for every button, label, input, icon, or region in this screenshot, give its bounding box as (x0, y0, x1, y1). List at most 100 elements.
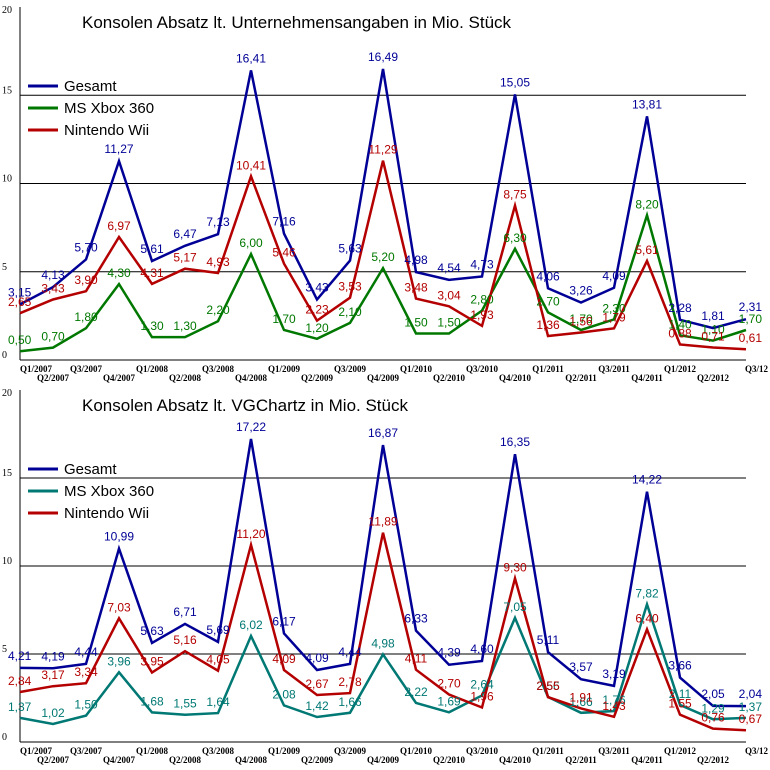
chart2-xtick-label: Q3/2010 (466, 746, 499, 756)
chart1-data-label: 1,79 (602, 310, 626, 324)
chart1-data-label: 3,43 (41, 281, 65, 295)
chart2-xtick-label: Q2/2011 (565, 755, 597, 765)
chart1-data-label: 3,15 (8, 285, 32, 299)
chart2-data-label: 2,56 (536, 679, 560, 693)
chart2-data-label: 7,05 (503, 600, 527, 614)
chart1-data-label: 1,30 (140, 319, 164, 333)
chart2-data-label: 1,02 (41, 706, 65, 720)
chart1-data-label: 1,70 (272, 312, 296, 326)
chart2-title: Konsolen Absatz lt. VGChartz in Mio. Stü… (82, 396, 408, 415)
chart1-data-label: 1,30 (173, 319, 197, 333)
chart1-data-label: 2,65 (8, 295, 32, 309)
chart2-data-label: 5,69 (206, 623, 230, 637)
chart2-data-label: 4,19 (41, 649, 65, 663)
chart1-ytick-label: 5 (2, 262, 7, 273)
chart1-data-label: 6,00 (239, 236, 263, 250)
chart1-data-label: 1,36 (536, 318, 560, 332)
chart1-data-label: 6,97 (107, 219, 131, 233)
chart1-data-label: 0,61 (739, 331, 763, 345)
chart1-data-label: 0,71 (701, 329, 725, 343)
chart1-xtick-label: Q3/2008 (202, 364, 235, 374)
chart2-data-label: 2,11 (669, 687, 692, 701)
chart1-xtick-label: Q2/2008 (169, 373, 202, 383)
chart2-data-label: 16,35 (500, 435, 530, 449)
chart2-xtick-label: Q2/2007 (37, 755, 70, 765)
chart2-data-label: 5,16 (173, 633, 197, 647)
chart1-data-label: 11,29 (368, 143, 397, 157)
chart1-data-label: 2,80 (470, 293, 494, 307)
chart2-data-label: 4,05 (206, 653, 230, 667)
chart1-data-label: 3,26 (569, 283, 593, 297)
chart1-data-label: 0,50 (8, 333, 32, 347)
chart2-data-label: 10,99 (104, 530, 134, 544)
chart2-data-label: 3,96 (107, 654, 131, 668)
chart2-data-label: 1,91 (569, 690, 593, 704)
chart1-data-label: 3,43 (305, 280, 329, 294)
chart2-data-label: 2,08 (272, 687, 296, 701)
chart1-data-label: 13,81 (632, 97, 662, 111)
chart2-data-label: 1,69 (437, 694, 461, 708)
chart1-data-label: 3,90 (74, 273, 98, 287)
chart1-xtick-label: Q4/2009 (367, 373, 400, 383)
chart1-xtick-label: Q1/2009 (268, 364, 301, 374)
chart2-data-label: 4,98 (371, 636, 395, 650)
chart1-data-label: 1,50 (404, 316, 428, 330)
chart1-xtick-label: Q2/2012 (697, 373, 730, 383)
chart2-data-label: 11,20 (236, 527, 265, 541)
chart1-legend-entry: MS Xbox 360 (64, 100, 154, 117)
chart1-data-label: 2,30 (602, 301, 626, 315)
chart1-data-label: 5,46 (272, 246, 296, 260)
chart2-data-label: 1,50 (74, 698, 98, 712)
chart1-data-label: 3,48 (404, 281, 428, 295)
chart2-data-label: 3,57 (569, 660, 593, 674)
chart1-xtick-label: Q2/2007 (37, 373, 70, 383)
chart2-data-label: 2,05 (701, 687, 725, 701)
chart2-xtick-label: Q3/12 (745, 746, 769, 756)
chart2-xtick-label: Q3/2007 (70, 746, 103, 756)
chart1-ytick-label: 15 (2, 85, 12, 96)
chart2-data-label: 3,17 (41, 668, 65, 682)
chart2-legend-entry: Gesamt (64, 461, 117, 478)
chart2-data-label: 3,95 (140, 654, 164, 668)
chart1-data-label: 3,53 (338, 280, 362, 294)
chart2-series-line-1 (19, 438, 747, 708)
chart2-data-label: 7,03 (107, 600, 131, 614)
chart2-xtick-label: Q3/2009 (334, 746, 367, 756)
chart1-data-label: 2,23 (305, 303, 329, 317)
chart2-data-label: 6,40 (635, 611, 659, 625)
chart1-xtick-label: Q2/2010 (433, 373, 466, 383)
chart2-xtick-label: Q1/2011 (532, 746, 564, 756)
chart2-data-label: 9,30 (503, 560, 527, 574)
chart2-xtick-label: Q3/2011 (598, 746, 630, 756)
chart1-data-label: 0,70 (41, 330, 65, 344)
chart1-data-label: 5,61 (140, 242, 164, 256)
chart1-data-label: 3,04 (437, 288, 461, 302)
chart1-data-label: 7,13 (206, 215, 230, 229)
chart2-legend-entry: MS Xbox 360 (64, 483, 154, 500)
chart2-xtick-label: Q4/2011 (631, 755, 663, 765)
chart1-data-label: 1,80 (74, 310, 98, 324)
chart2-data-label: 7,82 (635, 586, 659, 600)
chart1-xtick-label: Q1/2007 (20, 364, 53, 374)
chart1-xtick-label: Q2/2009 (301, 373, 334, 383)
chart2-ytick-label: 15 (2, 468, 12, 479)
chart2-data-label: 4,44 (74, 645, 98, 659)
chart1-data-label: 4,31 (140, 266, 164, 280)
chart2-data-label: 4,09 (305, 651, 329, 665)
chart2-data-label: 2,04 (739, 687, 763, 701)
chart2-data-label: 2,55 (536, 679, 560, 693)
chart2-ytick-label: 0 (2, 732, 7, 743)
chart1-xtick-label: Q3/2009 (334, 364, 367, 374)
chart1-data-label: 6,47 (173, 227, 197, 241)
chart2-data-label: 6,71 (173, 605, 197, 619)
chart2-data-label: 3,19 (602, 667, 626, 681)
chart1-legend-entry: Gesamt (64, 78, 117, 95)
chart2-data-label: 5,11 (537, 633, 560, 647)
chart2-data-label: 0,76 (701, 711, 725, 725)
chart1-data-label: 5,63 (338, 242, 362, 256)
chart2-ytick-label: 20 (2, 388, 12, 399)
chart2-xtick-label: Q2/2009 (301, 755, 334, 765)
chart1-xtick-label: Q4/2008 (235, 373, 268, 383)
chart2-ytick-label: 10 (2, 556, 12, 567)
